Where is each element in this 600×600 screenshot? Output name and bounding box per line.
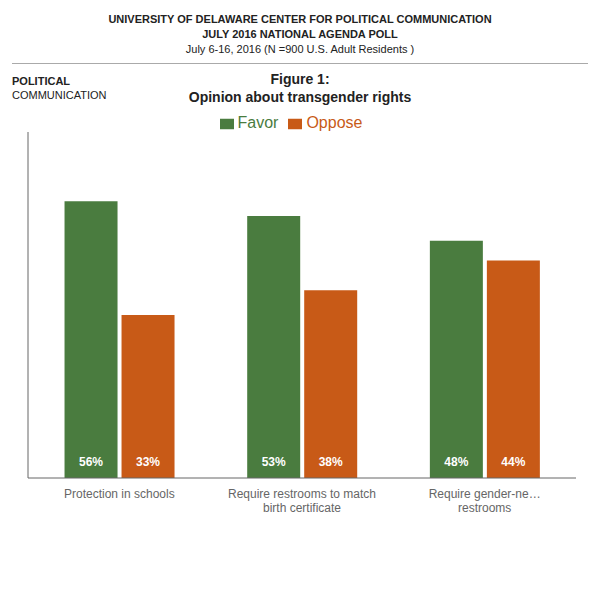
html-text:POLITICAL: POLITICAL bbox=[12, 75, 71, 87]
html-text:Opinion about transgender righ: Opinion about transgender rights bbox=[188, 89, 412, 105]
html-text:Favor: Favor bbox=[237, 114, 279, 131]
svg-text:53%: 53% bbox=[262, 455, 286, 469]
html-text:UNIVERSITY OF DELAWARE CENTER: UNIVERSITY OF DELAWARE CENTER FOR POLITI… bbox=[108, 13, 492, 25]
svg-text:48%: 48% bbox=[444, 455, 468, 469]
svg-text:Protection in schools: Protection in schools bbox=[64, 487, 175, 501]
svg-text:38%: 38% bbox=[319, 455, 343, 469]
html-text:JULY 2016 NATIONAL AGENDA POLL: JULY 2016 NATIONAL AGENDA POLL bbox=[202, 28, 398, 40]
html-text:July 6-16, 2016 (N =900 U.S. A: July 6-16, 2016 (N =900 U.S. Adult Resid… bbox=[185, 43, 415, 55]
svg-text:Require gender-ne…restrooms: Require gender-ne…restrooms bbox=[429, 487, 541, 515]
svg-text:33%: 33% bbox=[136, 455, 160, 469]
svg-text:56%: 56% bbox=[79, 455, 103, 469]
svg-text:44%: 44% bbox=[501, 455, 525, 469]
html-text:COMMUNICATION: COMMUNICATION bbox=[12, 89, 107, 101]
svg-text:Require restrooms to matchbirt: Require restrooms to matchbirth certific… bbox=[228, 487, 376, 515]
html-text:Figure 1:: Figure 1: bbox=[270, 71, 330, 87]
html-text:Oppose: Oppose bbox=[306, 114, 363, 131]
